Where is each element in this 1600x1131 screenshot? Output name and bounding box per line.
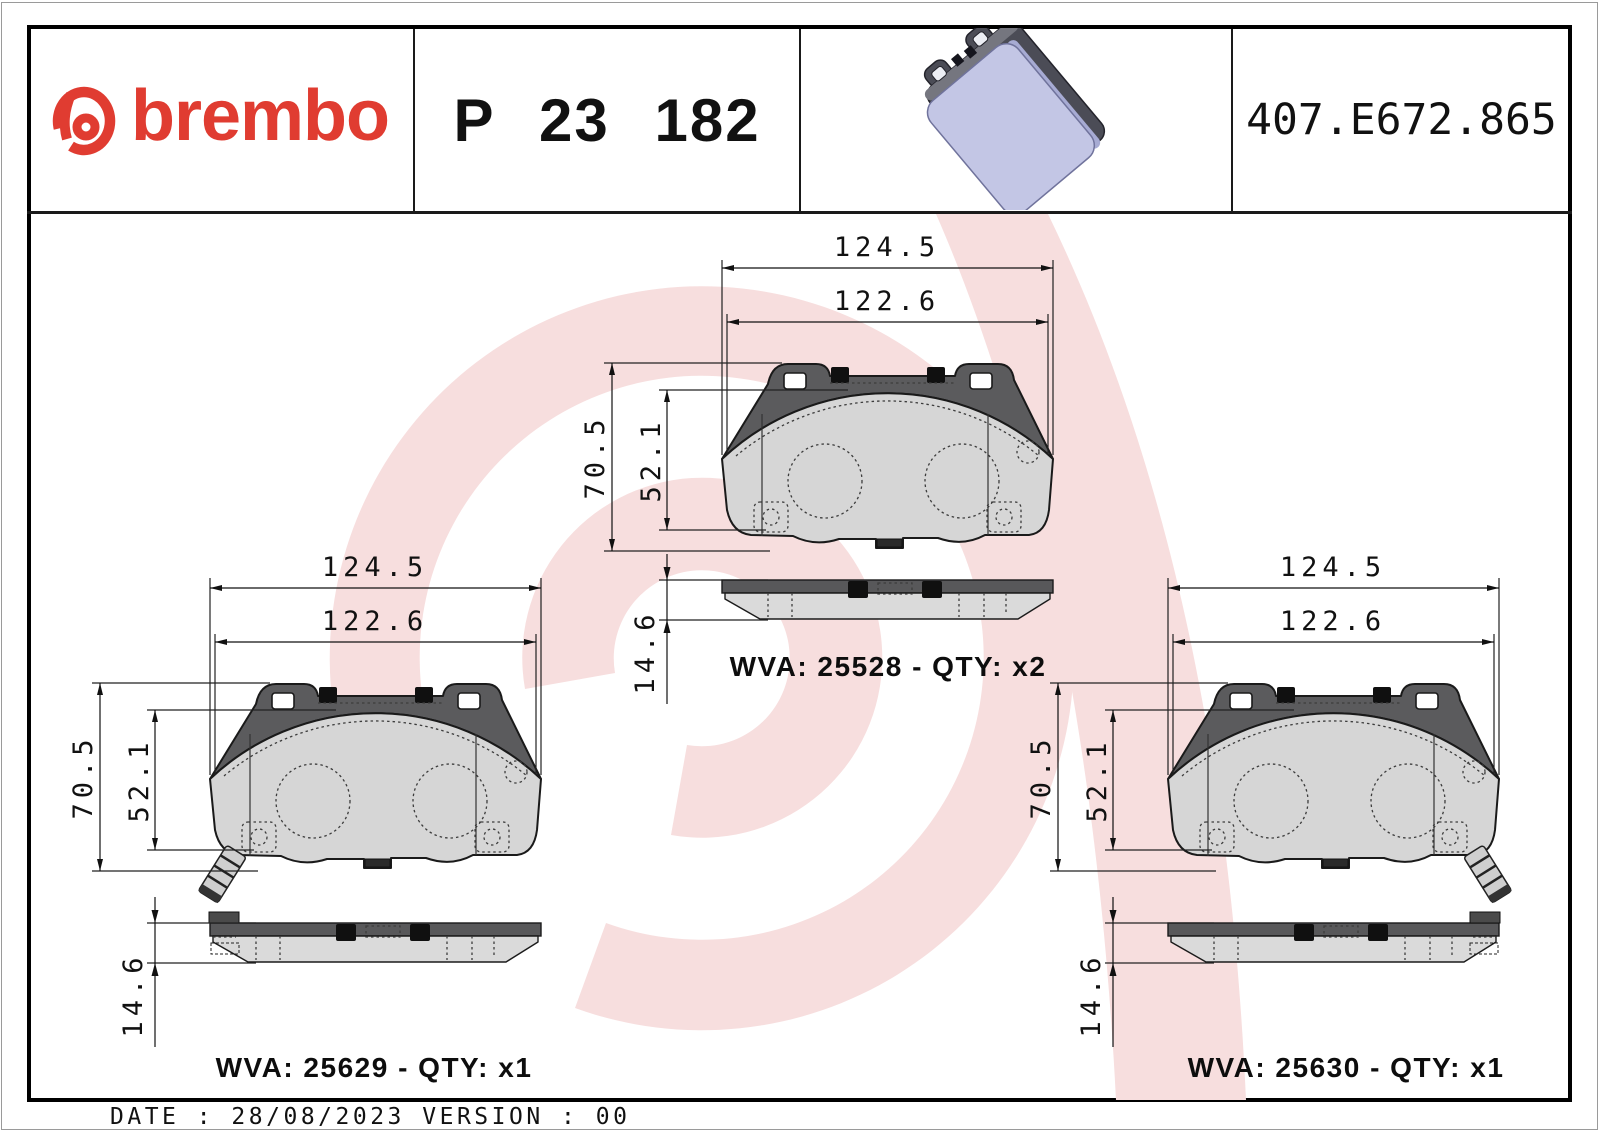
- dim-height-total: 70.5: [68, 682, 270, 872]
- pad-side-view: [209, 922, 542, 963]
- dim-height-total-label: 70.5: [1026, 734, 1057, 819]
- dim-width-pad: 122.6: [214, 606, 537, 775]
- brembo-emblem-icon: [52, 86, 116, 156]
- dim-width-pad: 122.6: [726, 286, 1049, 455]
- dim-width-total: 124.5: [1167, 552, 1500, 775]
- header-bottom-rule: [27, 211, 1572, 214]
- header-divider-1: [413, 29, 415, 213]
- technical-drawing-top-center: 124.5 122.6 70.5 52.1: [580, 232, 1054, 704]
- dim-height-pad-label: 52.1: [124, 737, 155, 822]
- dim-thickness-label: 14.6: [118, 952, 149, 1037]
- wva-label: WVA: 25630 - QTY: x1: [1188, 1052, 1505, 1083]
- brembo-watermark: [329, 214, 1246, 1100]
- pad-front-view: [721, 363, 1054, 549]
- pad-side-view: [721, 579, 1054, 620]
- dim-thickness-label: 14.6: [1076, 952, 1107, 1037]
- pad-front-view: [1167, 683, 1500, 869]
- wva-label: WVA: 25629 - QTY: x1: [216, 1052, 533, 1083]
- dim-height-total: 70.5: [580, 362, 782, 552]
- dim-height-total-label: 70.5: [580, 414, 611, 499]
- brand-wordmark: brembo: [130, 76, 390, 156]
- dim-height-pad: 52.1: [636, 389, 848, 531]
- dim-thickness: 14.6: [630, 554, 768, 704]
- dim-width-total-label: 124.5: [1280, 552, 1386, 583]
- dim-width-total-label: 124.5: [834, 232, 940, 263]
- technical-drawing-bottom-right: 124.5 122.6 70.5 52.1: [1026, 552, 1512, 1083]
- header-divider-3: [1231, 29, 1233, 213]
- dim-thickness: 14.6: [118, 897, 256, 1047]
- part-number: P 23 182: [453, 86, 761, 154]
- dim-height-pad: 52.1: [124, 709, 336, 851]
- pad-front-view: [209, 683, 542, 869]
- wva-label: WVA: 25528 - QTY: x2: [730, 651, 1047, 682]
- dim-height-pad-label: 52.1: [1082, 737, 1113, 822]
- wear-indicator-side: [1469, 911, 1501, 955]
- dim-height-total-label: 70.5: [68, 734, 99, 819]
- date-version-line: DATE : 28/08/2023 VERSION : 00: [110, 1104, 631, 1130]
- dim-width-total: 124.5: [209, 552, 542, 775]
- dim-thickness: 14.6: [1076, 897, 1214, 1047]
- dim-width-pad-label: 122.6: [1280, 606, 1386, 637]
- brake-pad-3d-render: [905, 20, 1125, 215]
- dim-width-total: 124.5: [721, 232, 1054, 455]
- dim-thickness-label: 14.6: [630, 609, 661, 694]
- dim-height-pad: 52.1: [1082, 709, 1294, 851]
- product-code: 407.E672.865: [1246, 95, 1557, 145]
- wear-indicator-front: [198, 845, 246, 904]
- drawing-border-box: [27, 25, 1572, 1102]
- dim-width-pad-label: 122.6: [834, 286, 940, 317]
- dim-width-pad: 122.6: [1172, 606, 1495, 775]
- dim-height-pad-label: 52.1: [636, 417, 667, 502]
- dim-height-total: 70.5: [1026, 682, 1228, 872]
- dim-width-pad-label: 122.6: [322, 606, 428, 637]
- brembo-logo: brembo: [40, 29, 400, 211]
- pad-side-view: [1167, 922, 1500, 963]
- wear-indicator-front: [1464, 845, 1512, 904]
- dim-width-total-label: 124.5: [322, 552, 428, 583]
- header-divider-2: [799, 29, 801, 213]
- technical-drawing-bottom-left: 124.5 122.6 70.5 52.1: [68, 552, 542, 1083]
